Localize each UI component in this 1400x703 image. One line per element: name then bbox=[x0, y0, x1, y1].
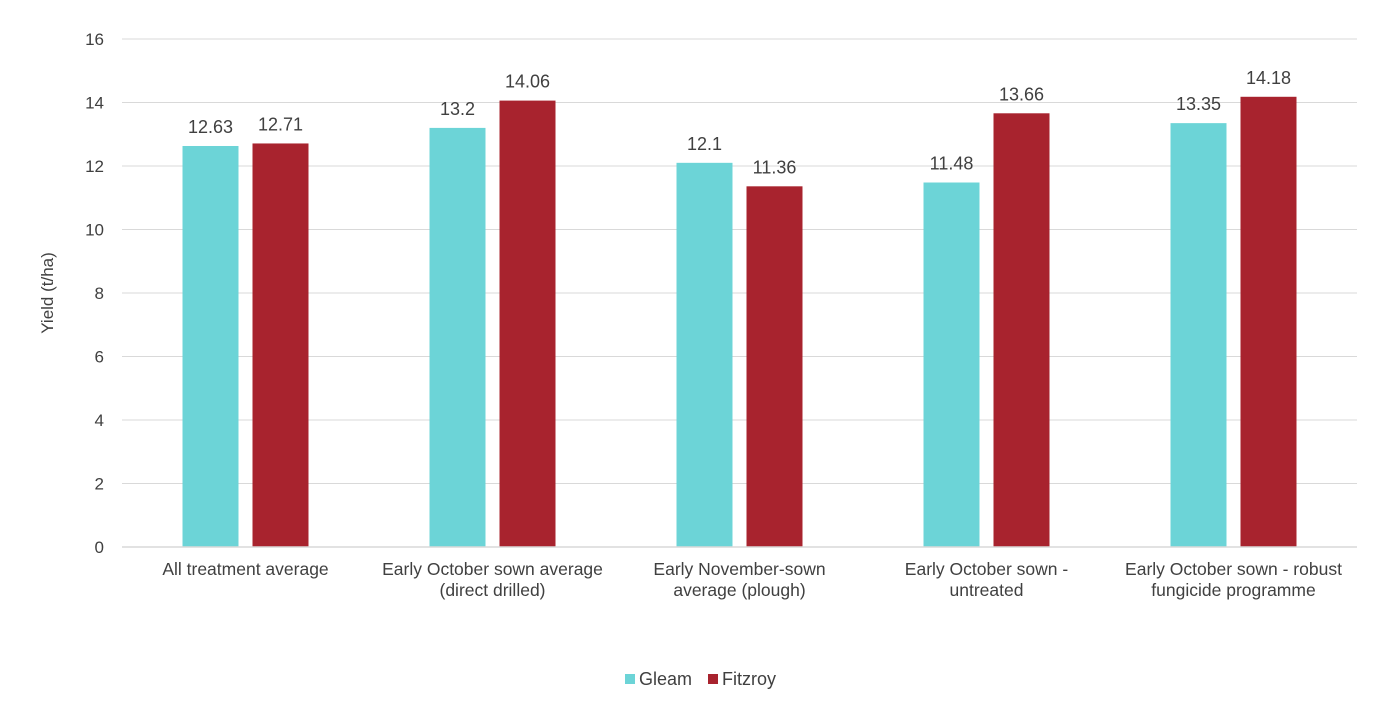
bar-gleam bbox=[923, 182, 980, 547]
data-label: 12.1 bbox=[687, 134, 722, 154]
y-tick-label: 12 bbox=[85, 157, 104, 176]
legend-swatch-gleam bbox=[625, 674, 635, 684]
data-label: 12.71 bbox=[258, 114, 303, 134]
bar-fitzroy bbox=[499, 100, 556, 547]
y-tick-label: 4 bbox=[95, 411, 104, 430]
y-tick-label: 10 bbox=[85, 221, 104, 240]
data-label: 11.48 bbox=[930, 154, 974, 174]
bar-gleam bbox=[182, 145, 239, 547]
y-axis-title: Yield (t/ha) bbox=[38, 252, 57, 334]
data-label: 13.2 bbox=[440, 99, 475, 119]
data-label: 12.63 bbox=[188, 117, 233, 137]
bar-gleam bbox=[429, 127, 486, 548]
category-label: untreated bbox=[950, 580, 1024, 600]
gridlines bbox=[122, 38, 1357, 484]
y-tick-label: 6 bbox=[95, 348, 104, 367]
category-label: fungicide programme bbox=[1151, 580, 1315, 600]
category-label: (direct drilled) bbox=[440, 580, 546, 600]
category-label: Early October sown - bbox=[905, 559, 1069, 579]
bar-gleam bbox=[1170, 123, 1227, 547]
legend-label-fitzroy: Fitzroy bbox=[722, 669, 776, 689]
y-tick-label: 8 bbox=[95, 284, 104, 303]
y-tick-label: 16 bbox=[85, 30, 104, 49]
category-labels: All treatment average Early October sown … bbox=[162, 559, 1342, 600]
y-tick-label: 0 bbox=[95, 538, 104, 557]
y-tick-label: 2 bbox=[95, 475, 104, 494]
data-label: 13.35 bbox=[1176, 94, 1221, 114]
data-label: 14.18 bbox=[1246, 68, 1291, 88]
legend: Gleam Fitzroy bbox=[625, 669, 776, 689]
category-label: Early October sown - robust bbox=[1125, 559, 1342, 579]
bar-fitzroy bbox=[993, 113, 1050, 548]
data-labels: 12.63 12.71 13.2 14.06 12.1 11.36 11.48 13.66 13… bbox=[188, 68, 1291, 178]
legend-swatch-fitzroy bbox=[708, 674, 718, 684]
y-tick-label: 14 bbox=[85, 94, 104, 113]
data-label: 14.06 bbox=[505, 72, 550, 92]
category-label: average (plough) bbox=[673, 580, 805, 600]
legend-label-gleam: Gleam bbox=[639, 669, 692, 689]
bars bbox=[182, 96, 1297, 548]
category-label: All treatment average bbox=[162, 559, 328, 579]
bar-gleam bbox=[676, 162, 733, 547]
bar-fitzroy bbox=[746, 186, 803, 547]
category-label: Early October sown average bbox=[382, 559, 603, 579]
data-label: 13.66 bbox=[999, 84, 1044, 104]
data-label: 11.36 bbox=[753, 157, 797, 177]
bar-fitzroy bbox=[1240, 96, 1297, 547]
bar-fitzroy bbox=[252, 143, 309, 547]
y-tick-labels: 0 2 4 6 8 10 12 14 16 bbox=[85, 30, 104, 557]
category-label: Early November-sown bbox=[653, 559, 825, 579]
